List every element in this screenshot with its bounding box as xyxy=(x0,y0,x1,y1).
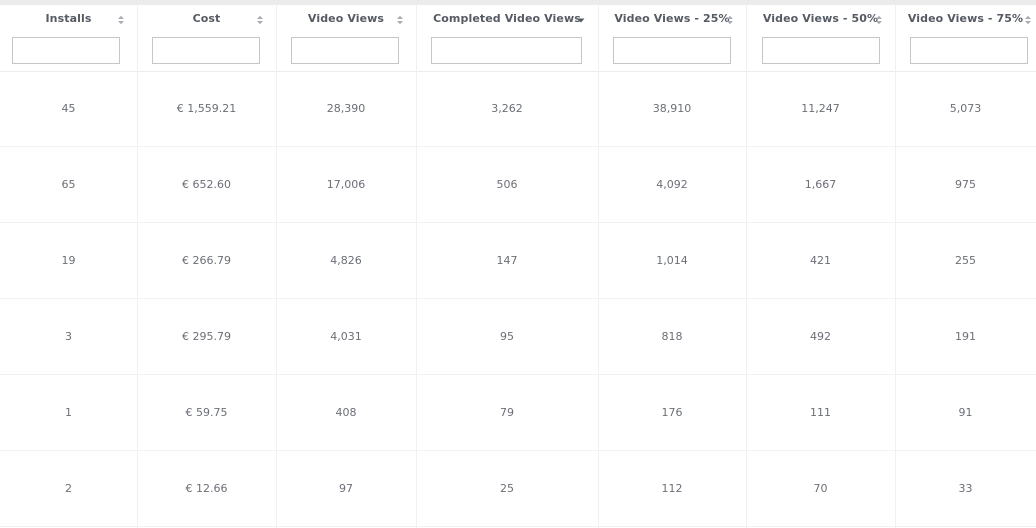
column-header-video-views-50[interactable]: Video Views - 50% xyxy=(746,5,895,71)
header-row: Installs Cost Video Views Completed Video V… xyxy=(0,5,1036,72)
filter-input-video-views[interactable] xyxy=(291,37,399,64)
table-row[interactable]: 65 € 652.60 17,006 506 4,092 1,667 975 xyxy=(0,147,1036,223)
column-title[interactable]: Video Views xyxy=(307,12,385,25)
table-cell: 4,031 xyxy=(330,330,362,343)
table-cell: 11,247 xyxy=(801,102,840,115)
table-cell: 4,092 xyxy=(656,178,688,191)
sort-icon[interactable] xyxy=(396,14,404,26)
table-cell: 147 xyxy=(496,254,518,267)
table-row[interactable]: 45 € 1,559.21 28,390 3,262 38,910 11,247 5,073 xyxy=(0,71,1036,147)
sort-icon[interactable] xyxy=(256,14,264,26)
table-cell: 2 xyxy=(65,482,72,495)
column-divider xyxy=(416,5,417,528)
table-cell: 95 xyxy=(500,330,514,343)
table-cell: 19 xyxy=(61,254,76,267)
sort-icon[interactable] xyxy=(875,14,883,26)
filter-input-video-views-75[interactable] xyxy=(910,37,1028,64)
column-divider xyxy=(895,5,896,528)
column-divider xyxy=(598,5,599,528)
table-row[interactable]: 19 € 266.79 4,826 147 1,014 421 255 xyxy=(0,223,1036,299)
table-cell: € 295.79 xyxy=(182,330,231,343)
column-header-video-views-75[interactable]: Video Views - 75% xyxy=(895,5,1036,71)
column-divider xyxy=(746,5,747,528)
column-header-video-views-25[interactable]: Video Views - 25% xyxy=(598,5,746,71)
column-title[interactable]: Video Views - 75% xyxy=(907,12,1024,25)
sort-icon[interactable] xyxy=(117,14,125,26)
table-cell: 191 xyxy=(955,330,976,343)
column-title[interactable]: Video Views - 25% xyxy=(614,12,730,25)
table-cell: 492 xyxy=(810,330,831,343)
table-cell: 112 xyxy=(661,482,683,495)
table-cell: 5,073 xyxy=(949,102,982,115)
table-cell: € 1,559.21 xyxy=(176,102,237,115)
sort-icon[interactable] xyxy=(1024,14,1032,26)
table-cell: 79 xyxy=(500,406,514,419)
table-cell: 255 xyxy=(955,254,976,267)
column-title[interactable]: Cost xyxy=(192,12,221,25)
column-title[interactable]: Completed Video Views xyxy=(433,12,581,25)
table-cell: € 266.79 xyxy=(182,254,231,267)
table-cell: 975 xyxy=(955,178,976,191)
table-cell: 111 xyxy=(810,406,831,419)
table-cell: 421 xyxy=(810,254,831,267)
table-cell: 65 xyxy=(61,178,76,191)
filter-input-completed-video-views[interactable] xyxy=(431,37,582,64)
filter-input-video-views-50[interactable] xyxy=(762,37,880,64)
table-row[interactable]: 3 € 295.79 4,031 95 818 492 191 xyxy=(0,299,1036,375)
filter-input-installs[interactable] xyxy=(12,37,120,64)
table-cell: 3 xyxy=(65,330,72,343)
table-cell: 25 xyxy=(500,482,514,495)
table-cell: € 12.66 xyxy=(185,482,228,495)
table-row[interactable]: 2 € 12.66 97 25 112 70 33 xyxy=(0,451,1036,527)
column-header-video-views[interactable]: Video Views xyxy=(276,5,416,71)
column-divider xyxy=(137,5,138,528)
column-header-cost[interactable]: Cost xyxy=(137,5,276,71)
sort-icon[interactable] xyxy=(726,14,734,26)
table-cell: 176 xyxy=(661,406,683,419)
table-cell: 818 xyxy=(661,330,683,343)
table-cell: 506 xyxy=(496,178,518,191)
filter-input-video-views-25[interactable] xyxy=(613,37,731,64)
table-cell: 1,667 xyxy=(804,178,837,191)
table-cell: 97 xyxy=(339,482,353,495)
table-cell: 45 xyxy=(61,102,76,115)
column-header-completed-video-views[interactable]: Completed Video Views xyxy=(416,5,598,71)
table-cell: 3,262 xyxy=(491,102,523,115)
table-cell: 4,826 xyxy=(330,254,362,267)
table-cell: 33 xyxy=(958,482,973,495)
table-cell: 28,390 xyxy=(326,102,366,115)
sort-desc-icon[interactable] xyxy=(577,14,585,26)
column-header-installs[interactable]: Installs xyxy=(0,5,137,71)
table-cell: 70 xyxy=(813,482,828,495)
table-cell: 17,006 xyxy=(326,178,366,191)
column-title[interactable]: Video Views - 50% xyxy=(762,12,879,25)
table-cell: 38,910 xyxy=(652,102,692,115)
table-cell: 1 xyxy=(65,406,72,419)
table-cell: € 652.60 xyxy=(182,178,231,191)
table-cell: 408 xyxy=(335,406,357,419)
column-title[interactable]: Installs xyxy=(45,12,92,25)
column-divider xyxy=(276,5,277,528)
filter-input-cost[interactable] xyxy=(152,37,260,64)
top-scroll-strip xyxy=(0,0,1036,5)
data-grid: Installs Cost Video Views Completed Video V… xyxy=(0,5,1036,528)
table-row[interactable]: 1 € 59.75 408 79 176 111 91 xyxy=(0,375,1036,451)
table-cell: 1,014 xyxy=(656,254,688,267)
table-cell: 91 xyxy=(958,406,973,419)
table-cell: € 59.75 xyxy=(185,406,228,419)
